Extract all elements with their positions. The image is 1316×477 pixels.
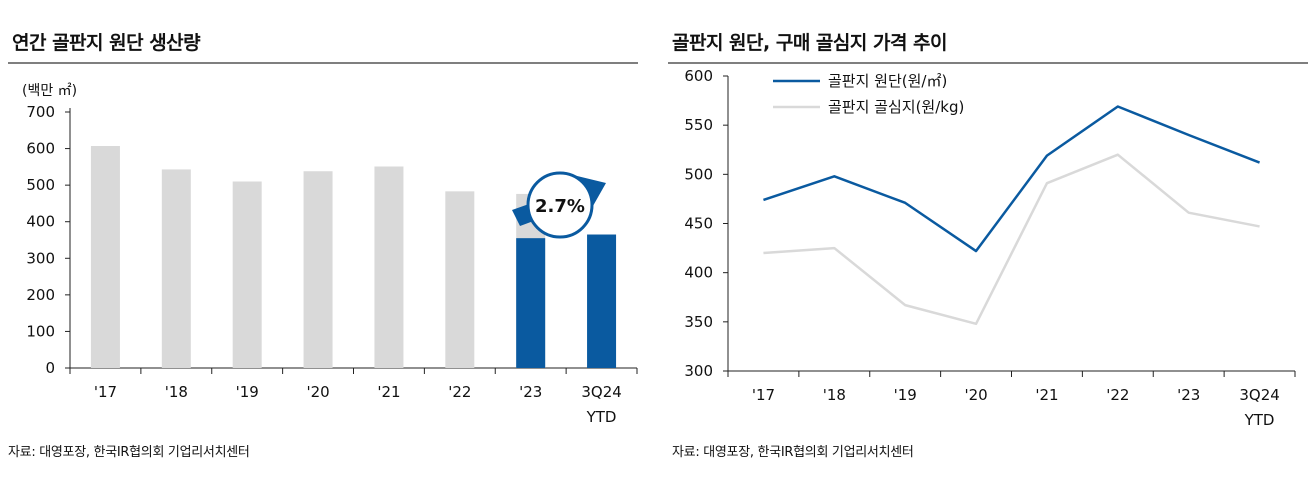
bar-y-tick-label-300: 300 [26, 249, 55, 267]
left-title-rule [8, 62, 638, 64]
line-x-tick-label-6: '23 [1177, 386, 1200, 404]
left-panel: 연간 골판지 원단 생산량 (백만 ㎡) 0 100 200 300 400 500 600 7… [0, 0, 640, 477]
bar-x-tick-label-2: '19 [236, 383, 259, 401]
line-y-tick-label-400: 400 [684, 264, 713, 282]
right-source-note: 자료: 대영포장, 한국IR협의회 기업리서치센터 [672, 445, 914, 460]
line-x-tick-label-7-line-2: YTD [1244, 411, 1275, 429]
growth-badge-label: 2.7% [535, 196, 585, 217]
legend-label-board: 골판지 원단(원/㎡) [828, 72, 947, 90]
line-y-tick-label-600: 600 [684, 67, 713, 85]
line-y-tick-label-350: 350 [684, 313, 713, 331]
bar-annual-5 [445, 191, 475, 368]
bar-y-unit-label: (백만 ㎡) [22, 83, 77, 99]
bar-y-tick-label-400: 400 [26, 213, 55, 231]
bar-y-tick-label-200: 200 [26, 286, 55, 304]
bar-ytd-6 [516, 238, 546, 368]
bar-annual-0 [90, 146, 120, 368]
bar-x-tick-label-6: '23 [519, 383, 542, 401]
line-x-tick-label-0: '17 [752, 386, 775, 404]
bar-x-tick-label-1: '18 [165, 383, 188, 401]
line-x-tick-label-3: '20 [964, 386, 987, 404]
line-x-tick-label-4: '21 [1035, 386, 1058, 404]
bar-ytd-7 [587, 234, 617, 368]
line-series-medium-price [763, 153, 1260, 326]
legend-label-medium: 골판지 골심지(원/kg) [828, 98, 964, 116]
bar-x-tick-label-0: '17 [94, 383, 117, 401]
bar-y-tick-label-100: 100 [26, 322, 55, 340]
right-panel: 골판지 원단, 구매 골심지 가격 추이 300 350 400 450 500 550 6… [668, 0, 1308, 477]
line-y-tick-label-300: 300 [684, 362, 713, 380]
bar-y-tick-label-700: 700 [26, 103, 55, 121]
bar-x-tick-label-7-line-2: YTD [586, 408, 617, 426]
line-x-tick-label-1: '18 [823, 386, 846, 404]
line-x-tick-label-5: '22 [1106, 386, 1129, 404]
bar-x-tick-label-5: '22 [448, 383, 471, 401]
bar-x-tick-label-7-line-1: 3Q24 [581, 383, 621, 401]
line-x-tick-label-2: '19 [894, 386, 917, 404]
line-y-tick-label-550: 550 [684, 116, 713, 134]
bar-annual-3 [303, 171, 333, 368]
line-chart: 300 350 400 450 500 550 600 '17 '18 '19 '20 '21 '22 '… [684, 67, 1296, 429]
bar-annual-4 [374, 166, 404, 368]
growth-badge-circle [526, 171, 594, 239]
bar-x-tick-label-3: '20 [306, 383, 329, 401]
bar-chart: (백만 ㎡) 0 100 200 300 400 500 600 700 '17 '18 '19 '20… [22, 83, 638, 426]
bar-x-tick-label-4: '21 [377, 383, 400, 401]
bar-y-tick-label-500: 500 [26, 176, 55, 194]
bar-y-tick-label-0: 0 [45, 359, 55, 377]
bar-y-tick-label-600: 600 [26, 140, 55, 158]
bar-annual-1 [161, 169, 191, 368]
line-x-tick-label-7-line-1: 3Q24 [1239, 386, 1279, 404]
left-chart-title: 연간 골판지 원단 생산량 [12, 32, 201, 54]
right-chart-title: 골판지 원단, 구매 골심지 가격 추이 [672, 32, 948, 54]
right-title-rule [668, 62, 1308, 64]
line-y-tick-label-500: 500 [684, 165, 713, 183]
line-series-board-price [763, 105, 1261, 253]
line-y-tick-label-450: 450 [684, 215, 713, 233]
left-source-note: 자료: 대영포장, 한국IR협의회 기업리서치센터 [8, 445, 250, 460]
bar-annual-2 [232, 181, 262, 368]
